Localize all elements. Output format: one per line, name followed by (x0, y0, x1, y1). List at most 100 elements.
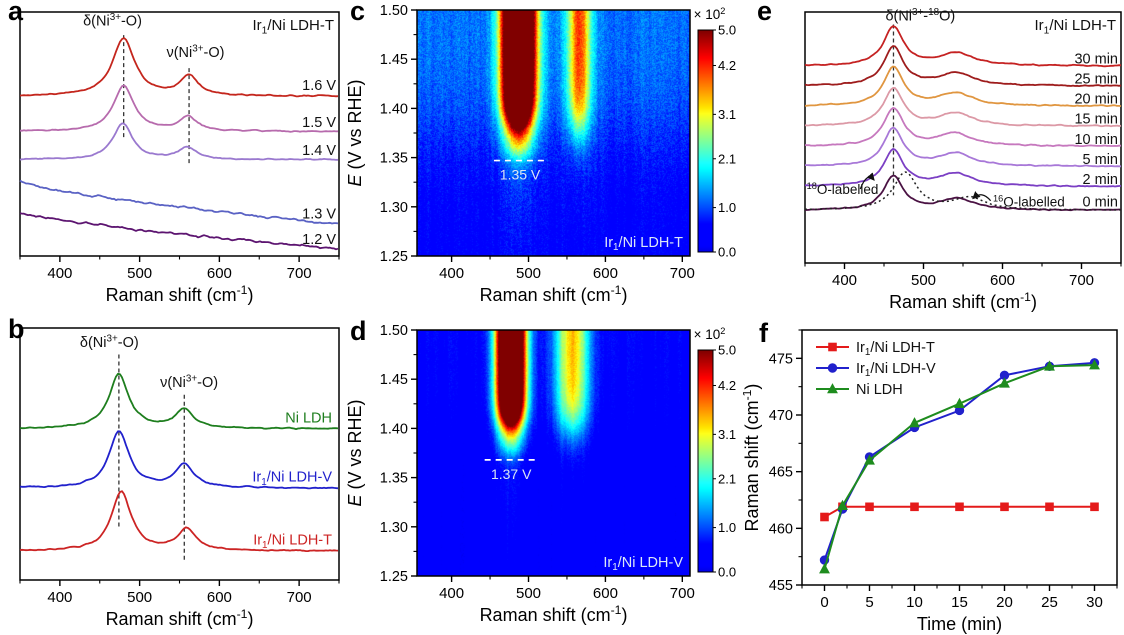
panel-f-x-tick-label: 0 (820, 594, 828, 611)
panel-b-x-tick-label: 600 (207, 589, 232, 606)
panel-d-x-tick-label: 600 (593, 585, 618, 602)
panel-b-x-tick-label: 500 (127, 589, 152, 606)
panel-b-x-tick-label: 400 (47, 589, 72, 606)
panel-e: e 400 500 600 700 Raman shift (cm-1) 30 min 25… (743, 0, 1124, 318)
data-point-triangle (864, 454, 875, 465)
colorbar-tick-label: 2.1 (718, 151, 736, 166)
panel-d-y-tick-label: 1.50 (380, 323, 408, 339)
panel-d: d 400 500 600 700 Raman shift (cm-1) 1.25 1.30… (345, 318, 743, 635)
peak-annotation: ν(Ni3+-O) (160, 374, 218, 392)
sample-label: Ir1/Ni LDH-T (604, 235, 683, 253)
panel-e-x-tick-label: 600 (990, 272, 1015, 289)
colorbar-tick-label: 4.2 (718, 378, 736, 393)
panel-d-y-tick-label: 1.30 (380, 520, 408, 536)
panel-letter-f: f (759, 318, 768, 348)
panel-f: f 0 5 10 15 20 25 30 Time (min) 455 460 465 470 475 R… (743, 318, 1124, 635)
colorbar-tick-label: 3.1 (718, 427, 736, 442)
panel-c-y-tick-label: 1.40 (380, 101, 408, 117)
data-point-square (955, 502, 964, 512)
panel-e-x-tick-label: 700 (1069, 272, 1094, 289)
panel-c-y-axis-title: E (V vs RHE) (345, 79, 365, 186)
panel-d-x-tick-label: 700 (670, 585, 695, 602)
data-point-circle (827, 363, 838, 373)
spectrum-curve (805, 126, 1121, 168)
data-point-square (1000, 502, 1009, 512)
data-point-square (1090, 502, 1099, 512)
spectrum-curve (804, 107, 1121, 147)
colorbar-tick-label: 2.1 (718, 471, 736, 486)
curve-label: 25 min (1074, 72, 1118, 88)
panel-c-y-tick-label: 1.35 (380, 151, 408, 167)
data-point-triangle (1044, 360, 1055, 371)
data-point-square (828, 342, 837, 352)
curve-label: 5 min (1083, 152, 1118, 168)
spectrum-curve (19, 372, 339, 430)
panel-f-plot-frame (801, 329, 1118, 586)
panel-d-x-axis-title: Raman shift (cm-1) (480, 603, 628, 625)
panel-e-x-tick-label: 500 (911, 272, 936, 289)
spectrum-curve (19, 37, 339, 98)
spectrum-curve (20, 84, 339, 133)
panel-f-y-axis-title: Raman shift (cm-1) (743, 384, 762, 532)
spectrum-curve (19, 430, 339, 490)
panel-d-y-tick-label: 1.45 (380, 372, 408, 388)
legend-label: Ir1/Ni LDH-T (856, 340, 935, 358)
panel-a-plot: 400 500 600 700 Raman shift (cm-1) 1.6 V 1.5 V… (19, 11, 340, 305)
colorbar-tick-label: 4.2 (718, 58, 736, 73)
data-point-triangle (827, 383, 838, 394)
spectrum-curve (19, 122, 339, 161)
curve-label: Ni LDH (285, 410, 332, 426)
colorbar-tick-label: 0.0 (718, 565, 736, 580)
panel-f-y-tick-label: 470 (769, 408, 793, 424)
colorbar-tick-label: 0.0 (718, 245, 736, 260)
panel-a: a 400 500 600 700 Raman shift (cm-1) 1.6 V 1.5… (0, 0, 345, 318)
curve-label: 0 min (1083, 195, 1118, 211)
data-series-line (823, 361, 1095, 561)
panel-c: c 400 500 600 700 Raman shift (cm-1) 1.25 1.30… (345, 0, 743, 318)
panel-f-x-tick-label: 5 (865, 594, 873, 611)
panel-e-plot: 400 500 600 700 Raman shift (cm-1) 30 min 25 m… (804, 7, 1122, 312)
peak-annotation: δ(Ni3+-O) (83, 12, 142, 30)
panel-b-plot: 400 500 600 700 Raman shift (cm-1) Ni LDH Ir1/… (19, 327, 340, 629)
colorbar-title: × 102 (694, 326, 726, 342)
spectrum-curve (804, 65, 1122, 107)
panel-d-y-tick-label: 1.35 (380, 471, 408, 487)
data-point-triangle (954, 397, 965, 408)
panel-c-heatmap-image (417, 10, 690, 256)
panel-d-y-tick-label: 1.40 (380, 421, 408, 437)
curve-label: Ir1/Ni LDH-T (253, 533, 332, 551)
data-point-triangle (1089, 359, 1100, 370)
panel-f-x-tick-label: 20 (996, 594, 1013, 611)
panel-e-x-axis-title: Raman shift (cm-1) (889, 290, 1037, 312)
panel-c-x-tick-label: 400 (439, 265, 464, 282)
panel-f-y-tick-label: 475 (769, 351, 793, 367)
spectrum-curve (804, 45, 1122, 87)
onset-potential-label: 1.35 V (500, 167, 541, 183)
panel-a-x-tick-label: 500 (127, 265, 152, 282)
spectrum-curve (804, 25, 1122, 68)
panel-b: b 400 500 600 700 Raman shift (cm-1) Ni LDH Ir… (0, 314, 345, 635)
colorbar-title: × 102 (694, 6, 726, 22)
panel-c-plot: 400 500 600 700 Raman shift (cm-1) 1.25 1.30 1.… (345, 3, 736, 305)
data-series-line (823, 364, 1095, 570)
panel-letter-c: c (350, 0, 366, 26)
curve-label: Ir1/Ni LDH-V (252, 470, 332, 488)
panel-c-y-tick-label: 1.45 (380, 52, 408, 68)
curve-label: 2 min (1083, 172, 1118, 188)
data-point-triangle (837, 499, 848, 510)
colorbar-tick-label: 3.1 (718, 107, 736, 122)
curve-label: 20 min (1074, 92, 1118, 108)
colorbar-tick-label: 5.0 (718, 343, 736, 358)
curve-label: 1.2 V (302, 232, 336, 248)
panel-a-x-tick-label: 700 (287, 265, 312, 282)
panel-letter-b: b (8, 314, 25, 344)
panel-c-x-tick-label: 600 (593, 265, 618, 282)
spectrum-curve (19, 212, 339, 251)
panel-letter-d: d (350, 316, 367, 346)
panel-a-x-axis-title: Raman shift (cm-1) (106, 283, 254, 305)
panel-c-x-axis-title: Raman shift (cm-1) (480, 283, 628, 305)
peak-annotation: ν(Ni3+-O) (166, 44, 224, 62)
isotope-annotation: 16O-labelled (993, 193, 1065, 209)
annotation-arrow (859, 172, 875, 190)
panel-c-plot-frame (416, 9, 691, 257)
